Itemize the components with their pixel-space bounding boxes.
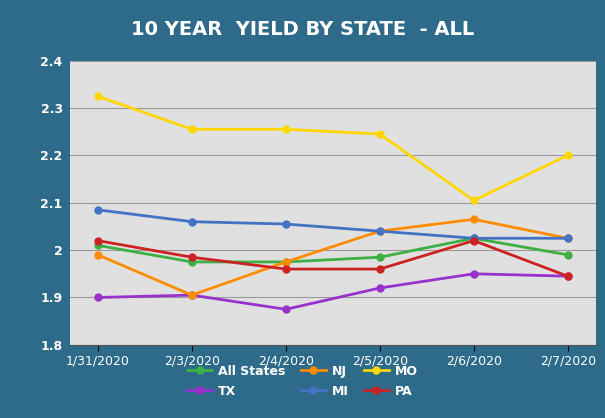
PA — [94, 238, 102, 243]
MI — [376, 229, 384, 234]
NJ — [188, 293, 195, 298]
All States — [376, 255, 384, 260]
MI — [94, 207, 102, 212]
PA — [376, 267, 384, 272]
TX — [188, 293, 195, 298]
PA — [470, 238, 477, 243]
TX — [564, 274, 571, 279]
MI — [282, 222, 289, 227]
All States — [282, 260, 289, 265]
PA — [188, 255, 195, 260]
TX — [470, 271, 477, 276]
Text: 10 YEAR  YIELD BY STATE  - ALL: 10 YEAR YIELD BY STATE - ALL — [131, 20, 474, 38]
TX — [376, 285, 384, 291]
MO — [376, 132, 384, 137]
Line: PA: PA — [94, 237, 571, 280]
MO — [282, 127, 289, 132]
MI — [564, 236, 571, 241]
MO — [94, 94, 102, 99]
Line: MI: MI — [94, 206, 571, 242]
Line: MO: MO — [94, 93, 571, 204]
NJ — [470, 217, 477, 222]
PA — [282, 267, 289, 272]
TX — [282, 307, 289, 312]
NJ — [564, 236, 571, 241]
All States — [94, 243, 102, 248]
All States — [564, 252, 571, 257]
MI — [470, 236, 477, 241]
Line: TX: TX — [94, 270, 571, 313]
NJ — [94, 252, 102, 257]
Line: NJ: NJ — [94, 216, 571, 298]
MO — [564, 153, 571, 158]
Legend: All States, TX, NJ, MI, MO, PA: All States, TX, NJ, MI, MO, PA — [183, 362, 422, 401]
TX — [94, 295, 102, 300]
MI — [188, 219, 195, 224]
PA — [564, 274, 571, 279]
All States — [188, 260, 195, 265]
MO — [188, 127, 195, 132]
NJ — [376, 229, 384, 234]
MO — [470, 198, 477, 203]
All States — [470, 236, 477, 241]
NJ — [282, 260, 289, 265]
Line: All States: All States — [94, 235, 571, 265]
